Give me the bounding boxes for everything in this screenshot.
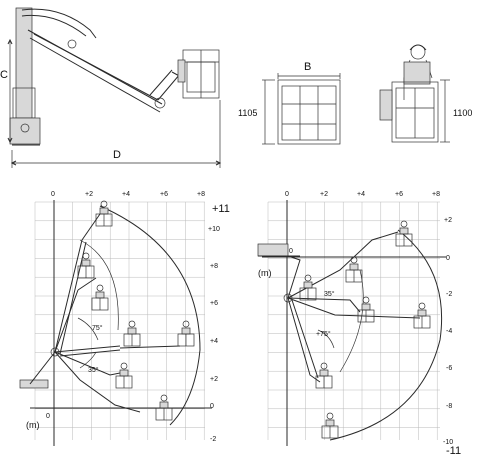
right-y-tick-2: +2 [444,217,452,224]
right-x-tick-0: 0 [285,191,289,198]
dimension-d-label: D [113,149,121,161]
right-reach-chart: 0 +2 +4 +6 +8 +2 0 -2 -4 -6 -8 -10 0 -11… [257,191,461,456]
front-height-label: 1105 [238,108,257,118]
right-x-tick-6: +6 [395,191,403,198]
left-y-tick-10: +10 [208,226,220,233]
platform-basket [395,220,413,247]
left-max-height: +11 [212,203,230,215]
platform-basket [321,412,339,439]
platform-basket [177,320,195,347]
right-y-tick-m6: -6 [446,365,452,372]
platform-basket [299,274,317,301]
left-x-tick-0: 0 [51,191,55,198]
left-angle-35: 35° [88,366,99,374]
right-max-depth: -11 [446,445,461,456]
right-x-tick-2: +2 [320,191,328,198]
right-angle-75: +75° [316,330,331,338]
platform-basket [123,320,141,347]
left-y-tick-8: +8 [210,263,218,270]
left-y-tick-6: +6 [210,300,218,307]
left-angle-75: 75° [92,324,103,332]
side-view-machine: C D [0,7,222,168]
dimension-b-label: B [304,61,311,73]
platform-basket [155,394,173,421]
left-origin-zero: 0 [46,413,50,420]
left-y-tick-2: +2 [210,376,218,383]
left-reach-chart: 0 +2 +4 +6 +8 +10 +8 +6 +4 +2 0 -2 0 +11… [19,191,230,446]
platform-basket [357,296,375,323]
right-y-tick-m10: -10 [443,439,453,446]
left-x-tick-4: +4 [122,191,130,198]
left-y-tick-0: 0 [210,403,214,410]
platform-basket [315,362,333,389]
right-unit-label: (m) [258,268,272,278]
right-y-tick-m2: -2 [446,291,452,298]
platform-basket [95,200,113,227]
platform-basket [91,284,109,311]
platform-basket [115,362,133,389]
dimension-c-label: C [0,69,8,81]
left-y-tick-m2: -2 [210,436,216,443]
rear-height-label: 1100 [453,108,472,118]
right-y-tick-m8: -8 [446,403,452,410]
left-x-tick-6: +6 [160,191,168,198]
front-view-basket: B 1105 [238,61,341,145]
left-x-tick-8: +8 [197,191,205,198]
right-x-tick-8: +8 [432,191,440,198]
right-angle-35: 35° [324,290,335,298]
right-origin-zero: 0 [289,248,293,255]
left-y-tick-4: +4 [210,338,218,345]
platform-basket [345,256,363,283]
left-x-tick-2: +2 [85,191,93,198]
right-y-tick-m4: -4 [446,328,452,335]
platform-basket [413,302,431,329]
platform-basket [77,252,95,279]
right-y-tick-0: 0 [446,255,450,262]
rear-view-operator: 1100 [379,44,472,143]
left-unit-label: (m) [26,420,40,430]
right-x-tick-4: +4 [357,191,365,198]
